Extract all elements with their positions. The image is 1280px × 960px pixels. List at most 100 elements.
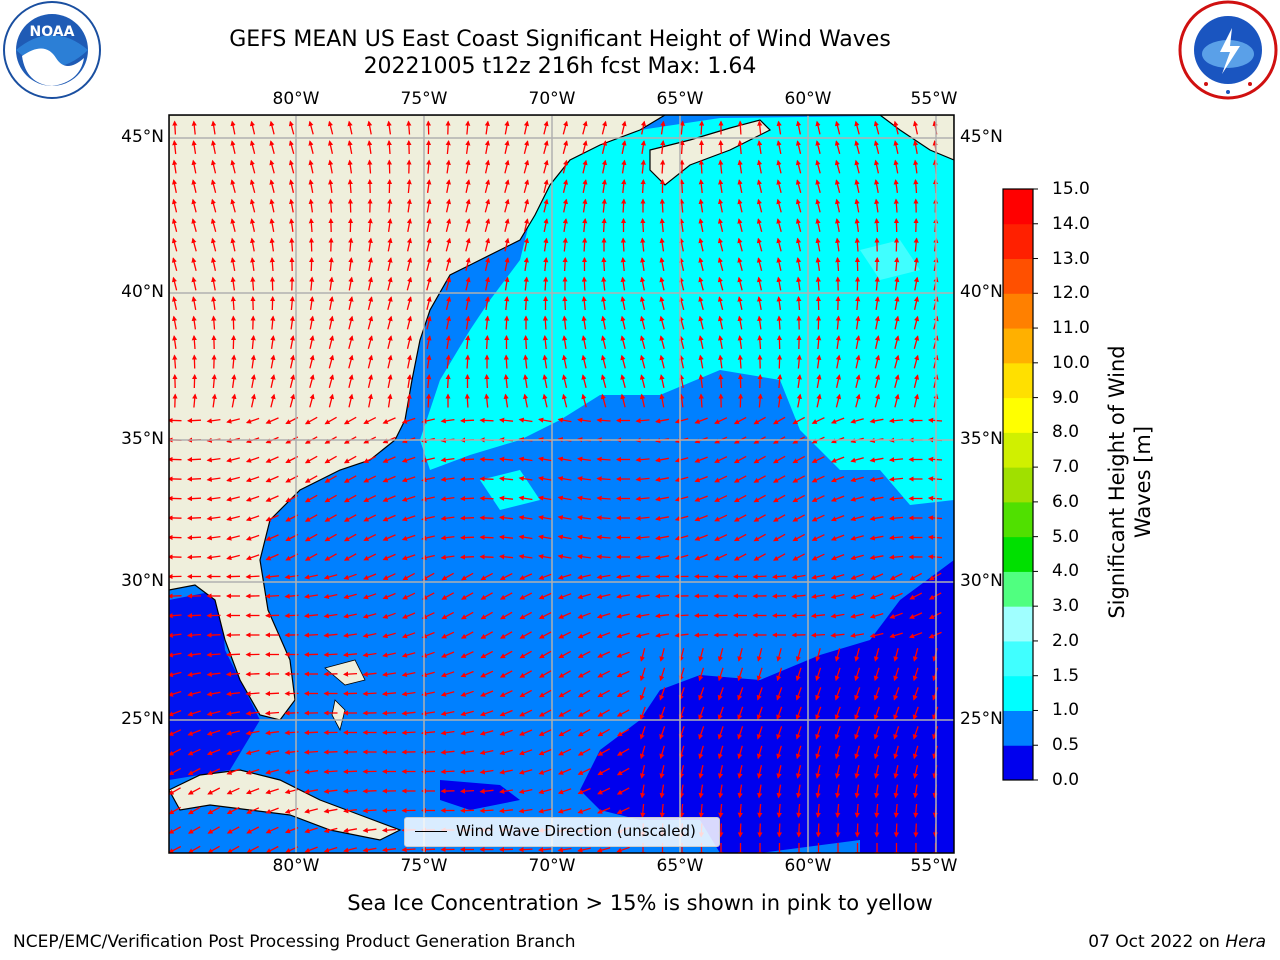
wave-direction-arrow (913, 178, 919, 194)
wave-direction-arrow (343, 514, 357, 522)
wave-direction-arrow (538, 495, 553, 501)
wave-direction-arrow (387, 218, 393, 232)
wave-direction-arrow (600, 354, 607, 369)
wave-direction-arrow (776, 159, 782, 174)
wave-direction-arrow (753, 494, 766, 503)
wave-direction-arrow (557, 554, 572, 560)
wave-direction-arrow (206, 554, 221, 560)
wave-direction-arrow (620, 393, 626, 408)
wave-direction-arrow (776, 257, 782, 271)
wave-direction-arrow (830, 495, 845, 502)
wave-direction-arrow (308, 217, 314, 233)
wave-direction-arrow (171, 257, 178, 271)
wave-direction-arrow (382, 592, 396, 600)
wave-direction-arrow (440, 418, 455, 424)
wave-direction-arrow (367, 374, 374, 388)
wave-direction-arrow (191, 198, 197, 213)
wave-direction-arrow (206, 535, 221, 541)
wave-direction-arrow (348, 276, 354, 291)
wave-direction-arrow (811, 475, 825, 483)
wave-direction-arrow (303, 632, 319, 638)
wave-direction-arrow (811, 456, 825, 463)
wave-direction-arrow (792, 553, 806, 561)
wave-direction-arrow (620, 315, 626, 330)
wave-direction-arrow (328, 393, 335, 408)
wave-direction-arrow (562, 295, 568, 311)
wave-direction-arrow (406, 237, 413, 252)
wave-direction-arrow (776, 237, 782, 252)
wave-direction-arrow (523, 295, 529, 311)
wave-direction-arrow (834, 120, 841, 135)
wave-direction-arrow (382, 573, 396, 580)
wave-direction-arrow (191, 276, 197, 291)
wave-direction-arrow (835, 315, 841, 330)
lat-label-right: 45°N (960, 127, 1003, 147)
wave-direction-arrow (640, 120, 647, 135)
wave-direction-arrow (542, 334, 548, 350)
lon-label-bottom: 75°W (400, 856, 448, 876)
wave-direction-arrow (854, 237, 860, 252)
wave-direction-arrow (387, 374, 393, 389)
wave-direction-arrow (558, 631, 572, 639)
wave-direction-arrow (714, 475, 728, 483)
wave-direction-arrow (888, 476, 904, 482)
wave-direction-arrow (206, 632, 221, 638)
wave-direction-arrow (679, 120, 685, 135)
wave-direction-arrow (186, 535, 202, 541)
wave-direction-arrow (250, 354, 256, 369)
wave-direction-arrow (894, 256, 900, 272)
wave-direction-arrow (519, 592, 533, 600)
noaa-logo-text: NOAA (30, 24, 75, 40)
wave-direction-arrow (582, 179, 588, 194)
wave-direction-arrow (792, 455, 806, 464)
wave-direction-arrow (714, 495, 728, 502)
colorbar-band (1003, 467, 1033, 503)
wave-direction-arrow (582, 120, 588, 135)
wave-direction-arrow (888, 418, 904, 424)
wave-direction-arrow (523, 198, 530, 213)
wave-direction-arrow (484, 237, 491, 252)
wave-direction-arrow (577, 534, 591, 540)
wave-direction-arrow (562, 218, 568, 233)
wave-direction-arrow (270, 374, 276, 388)
wave-direction-arrow (698, 393, 704, 408)
wave-direction-arrow (362, 613, 377, 619)
wave-direction-arrow (577, 574, 591, 580)
wave-direction-arrow (264, 593, 280, 599)
wave-direction-arrow (562, 140, 569, 154)
wave-direction-arrow (304, 533, 318, 542)
lon-label-bottom: 80°W (272, 856, 320, 876)
wave-direction-arrow (441, 631, 455, 639)
wave-direction-arrow (465, 120, 471, 135)
wave-direction-arrow (698, 178, 704, 194)
colorbar-band (1003, 606, 1033, 642)
wave-direction-arrow (620, 296, 626, 311)
wave-height-1.5-2-region (860, 240, 920, 280)
hispaniola-shallow (440, 780, 520, 810)
wave-direction-arrow (250, 393, 257, 408)
wave-direction-arrow (264, 574, 280, 580)
wave-direction-arrow (913, 276, 919, 291)
nws-logo-icon (1178, 0, 1278, 100)
wave-direction-arrow (543, 159, 549, 174)
wave-direction-arrow (362, 788, 377, 794)
wave-direction-arrow (367, 315, 374, 330)
wave-direction-arrow (363, 456, 377, 463)
lon-label-top: 55°W (910, 89, 958, 109)
wave-direction-arrow (324, 533, 337, 542)
wave-direction-arrow (714, 456, 728, 463)
wave-direction-arrow (406, 257, 413, 271)
wave-direction-arrow (367, 217, 373, 233)
colorbar-tick-label: 13.0 (1052, 248, 1090, 269)
wave-direction-arrow (733, 533, 747, 542)
wave-direction-arrow (324, 416, 337, 425)
wave-direction-arrow (772, 455, 786, 464)
wave-direction-arrow (717, 276, 724, 291)
wave-direction-arrow (811, 514, 825, 522)
wave-direction-arrow (776, 296, 782, 310)
wave-direction-arrow (620, 354, 626, 369)
wave-direction-arrow (479, 515, 494, 521)
wave-direction-arrow (694, 553, 708, 561)
wave-direction-arrow (913, 374, 920, 388)
wave-direction-arrow (518, 847, 533, 853)
